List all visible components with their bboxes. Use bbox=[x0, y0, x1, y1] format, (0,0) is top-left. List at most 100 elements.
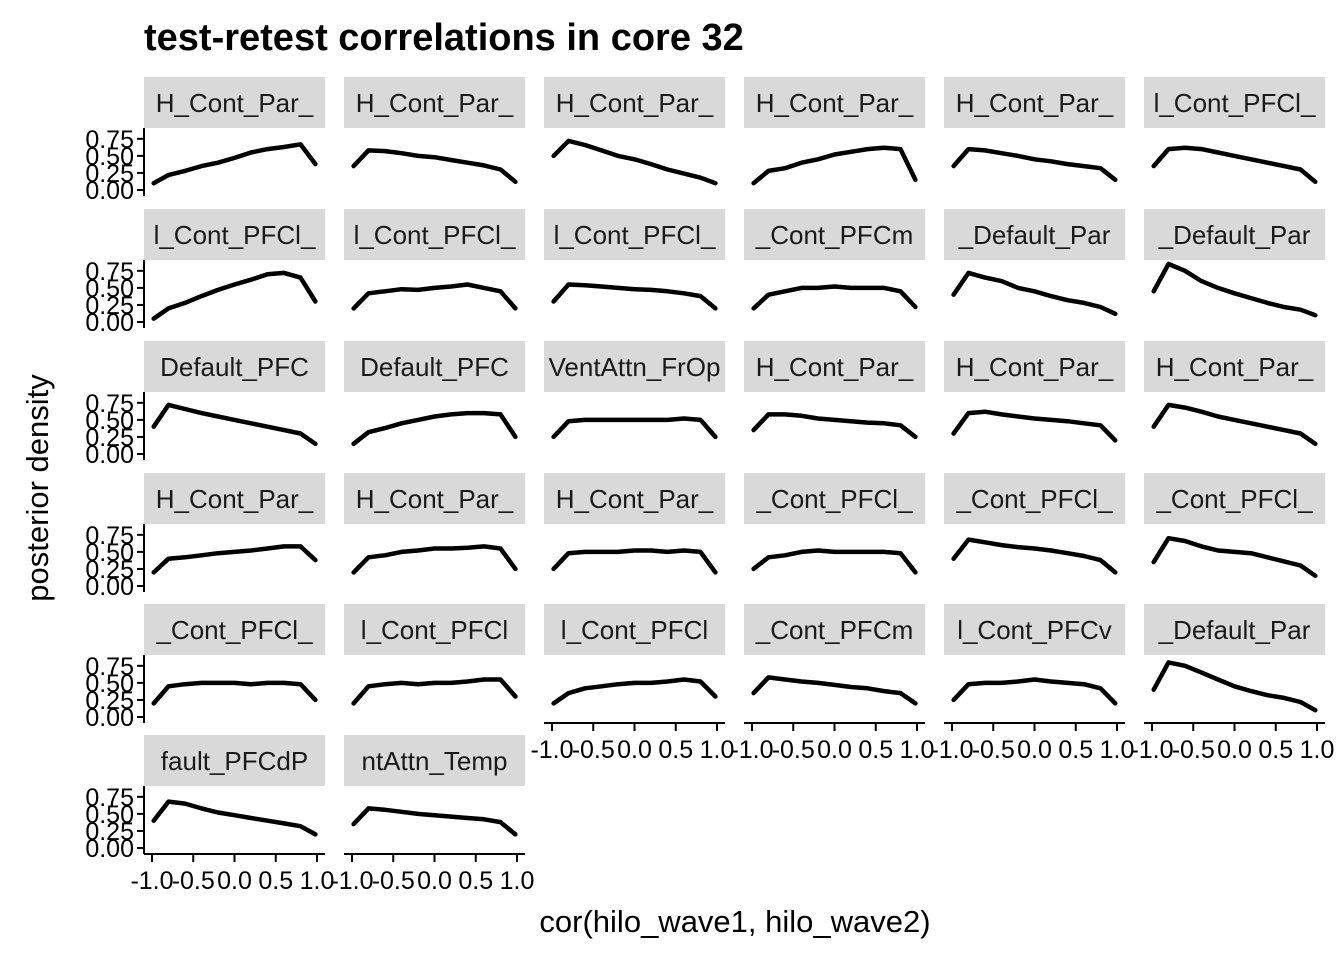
facet-panel: l_Cont_PFCv -1.0-0.5 0.0 0.5 1.0 bbox=[930, 604, 1134, 764]
y-tick-label: 0.75 bbox=[85, 390, 134, 418]
density-curve bbox=[751, 284, 918, 311]
facet-strip-label: H_Cont_Par_ bbox=[1156, 352, 1314, 382]
facet-strip-label: _Cont_PFCm bbox=[755, 220, 914, 250]
density-curve bbox=[351, 148, 518, 185]
x-tick-label: -1.0 bbox=[330, 867, 373, 895]
facet-strip-label: H_Cont_Par_ bbox=[956, 88, 1114, 118]
density-curve bbox=[751, 145, 918, 186]
y-tick-label: 0.75 bbox=[85, 522, 134, 550]
x-tick-label: -0.5 bbox=[572, 736, 615, 764]
y-tick-label: 0.25 bbox=[85, 556, 134, 584]
density-curve bbox=[351, 410, 518, 447]
x-tick-label: -0.5 bbox=[172, 867, 215, 895]
x-tick-label: -1.0 bbox=[530, 736, 573, 764]
facet-strip-label: l_Cont_PFCl_ bbox=[354, 220, 516, 250]
y-tick-label: 0.00 bbox=[85, 309, 134, 337]
x-tick-label: -1.0 bbox=[130, 867, 173, 895]
x-tick-label: -0.5 bbox=[372, 867, 415, 895]
facet-strip-label: H_Cont_Par_ bbox=[356, 484, 514, 514]
facet-strip bbox=[944, 77, 1125, 128]
x-tick-label: -0.5 bbox=[972, 736, 1015, 764]
facet-strip-label: _Cont_PFCl_ bbox=[955, 484, 1113, 514]
facet-strip-label: Default_PFC bbox=[160, 352, 309, 382]
facet-strip bbox=[544, 604, 725, 655]
facet-strip-label: H_Cont_Par_ bbox=[556, 484, 714, 514]
facet-panel: H_Cont_Par_ bbox=[344, 77, 525, 185]
facet-panel: _Default_Par bbox=[1144, 209, 1325, 318]
facet-strip bbox=[144, 473, 325, 524]
x-axis-title: cor(hilo_wave1, hilo_wave2) bbox=[539, 904, 930, 939]
facet-panel: Default_PFC 0.000.250.500.75 bbox=[85, 341, 325, 469]
y-tick-label: 0.50 bbox=[85, 275, 134, 303]
density-curve bbox=[551, 416, 718, 440]
facet-panel: l_Cont_PFCl_ bbox=[544, 209, 725, 311]
facet-strip-label: _Default_Par bbox=[958, 220, 1111, 250]
chart-title: test-retest correlations in core 32 bbox=[144, 17, 744, 59]
facet-panel: _Cont_PFCl_ bbox=[1144, 473, 1325, 579]
y-tick-label: 0.25 bbox=[85, 818, 134, 846]
facet-panel: l_Cont_PFCl bbox=[344, 604, 525, 706]
x-tick-label: 1.0 bbox=[1100, 736, 1135, 764]
density-curve bbox=[551, 282, 718, 311]
density-curve bbox=[1151, 660, 1318, 713]
facet-panel: H_Cont_Par_ 0.000.250.500.75 bbox=[85, 77, 325, 205]
facet-strip-label: l_Cont_PFCl bbox=[361, 615, 508, 645]
facet-panel: H_Cont_Par_ bbox=[344, 473, 525, 575]
facet-panel: fault_PFCdP 0.000.250.500.75 -1.0-0.5 0.0 0.… bbox=[85, 735, 334, 895]
facet-strip-label: H_Cont_Par_ bbox=[156, 88, 314, 118]
facet-strip-label: l_Cont_PFCl_ bbox=[1154, 88, 1316, 118]
facet-panels: H_Cont_Par_0.000.250.500.75H_Cont_Par_ H_… bbox=[85, 77, 1334, 895]
density-curve bbox=[951, 677, 1118, 706]
x-tick-label: 0.5 bbox=[658, 736, 693, 764]
facet-strip bbox=[144, 209, 325, 260]
facet-strip bbox=[344, 473, 525, 524]
x-tick-label: 0.0 bbox=[217, 867, 252, 895]
facet-strip bbox=[944, 341, 1125, 392]
facet-strip-label: H_Cont_Par_ bbox=[956, 352, 1114, 382]
y-tick-label: 0.25 bbox=[85, 687, 134, 715]
facet-panel: H_Cont_Par_ 0.000.250.500.75 bbox=[85, 473, 325, 601]
density-curve bbox=[1151, 402, 1318, 447]
facet-strip bbox=[344, 77, 525, 128]
facet-strip-label: _Default_Par bbox=[1158, 220, 1311, 250]
y-tick-label: 0.75 bbox=[85, 653, 134, 681]
density-curve bbox=[951, 409, 1118, 443]
facet-strip-label: H_Cont_Par_ bbox=[156, 484, 314, 514]
facet-panel: ntAttn_Temp -1.0-0.5 0.0 0.5 1.0 bbox=[330, 735, 534, 895]
facet-strip bbox=[744, 473, 925, 524]
facet-panel: VentAttn_FrOp bbox=[544, 341, 725, 440]
y-tick-label: 0.25 bbox=[85, 424, 134, 452]
facet-strip bbox=[744, 209, 925, 260]
facet-panel: l_Cont_PFCl_ bbox=[344, 209, 525, 311]
facet-strip bbox=[1144, 473, 1325, 524]
facet-strip bbox=[944, 209, 1125, 260]
facet-strip bbox=[544, 209, 725, 260]
x-tick-label: 0.0 bbox=[417, 867, 452, 895]
y-tick-label: 0.00 bbox=[85, 177, 134, 205]
facet-strip bbox=[344, 604, 525, 655]
density-curve bbox=[551, 548, 718, 575]
y-tick-label: 0.75 bbox=[85, 258, 134, 286]
facet-panel: H_Cont_Par_ bbox=[744, 341, 925, 440]
facet-strip bbox=[944, 473, 1125, 524]
facet-strip-label: l_Cont_PFCl_ bbox=[154, 220, 316, 250]
x-tick-label: -1.0 bbox=[930, 736, 973, 764]
y-tick-label: 0.75 bbox=[85, 126, 134, 154]
facet-strip-label: _Cont_PFCl_ bbox=[755, 484, 913, 514]
facet-panel: l_Cont_PFCl_ bbox=[1144, 77, 1325, 185]
y-tick-label: 0.50 bbox=[85, 801, 134, 829]
y-tick-label: 0.50 bbox=[85, 539, 134, 567]
y-tick-label: 0.50 bbox=[85, 143, 134, 171]
x-tick-label: 1.0 bbox=[900, 736, 935, 764]
density-curve bbox=[1151, 145, 1318, 185]
y-tick-label: 0.25 bbox=[85, 292, 134, 320]
facet-strip-label: Default_PFC bbox=[360, 352, 509, 382]
facet-panel: _Cont_PFCm bbox=[744, 209, 925, 311]
density-curve bbox=[351, 806, 518, 837]
x-tick-label: -1.0 bbox=[730, 736, 773, 764]
facet-strip bbox=[944, 604, 1125, 655]
facet-panel: _Cont_PFCm -1.0-0.5 0.0 0.5 1.0 bbox=[730, 604, 934, 764]
x-tick-label: 1.0 bbox=[500, 867, 535, 895]
density-curve bbox=[151, 680, 318, 706]
